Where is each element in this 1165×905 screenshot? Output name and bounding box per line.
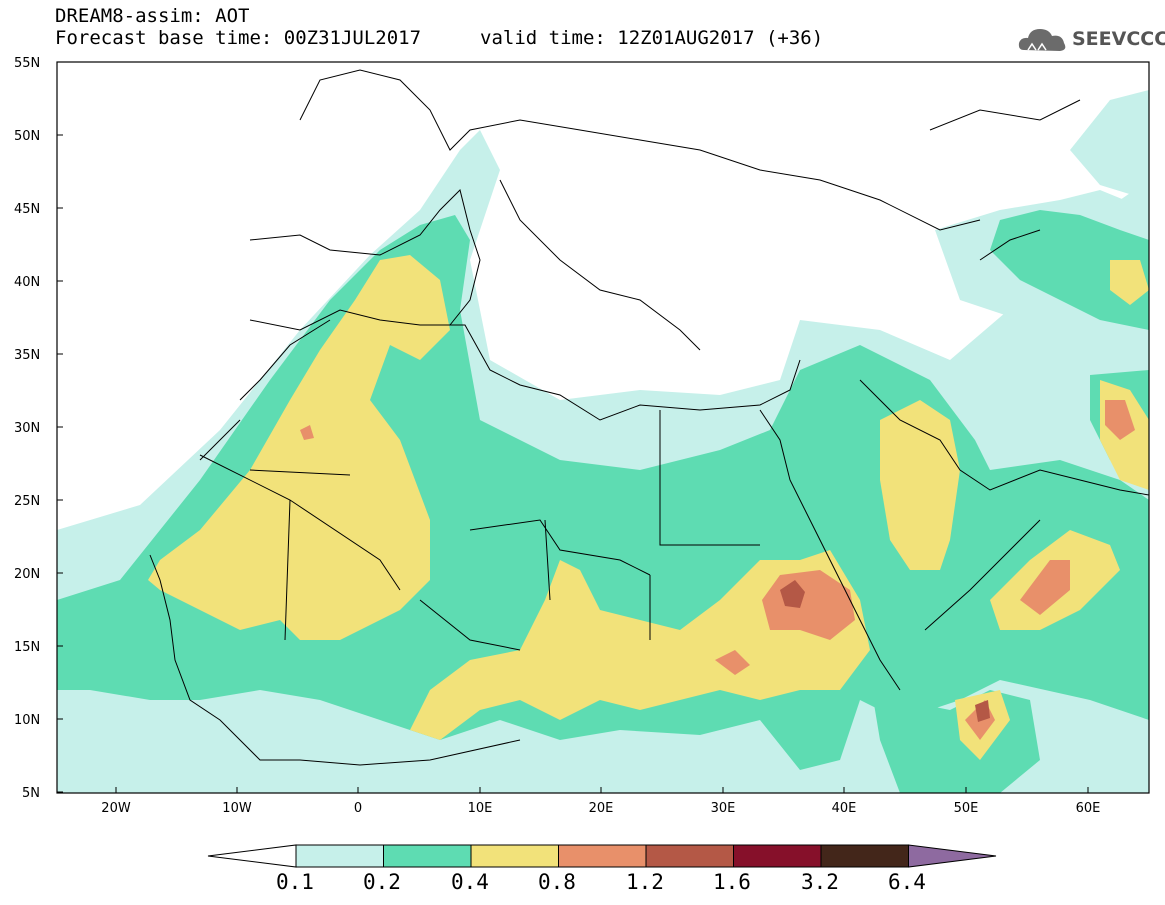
colorbar-bin xyxy=(645,844,734,868)
colorbar-label: 0.2 xyxy=(363,870,401,894)
colorbar-bin xyxy=(470,844,559,868)
colorbar-bin xyxy=(383,844,472,868)
lat-label: 35N xyxy=(14,348,40,363)
colorbar-under xyxy=(207,844,297,868)
valid-time: valid time: 12Z01AUG2017 (+36) xyxy=(480,27,824,49)
colorbar-label: 6.4 xyxy=(888,870,926,894)
lat-label: 20N xyxy=(14,567,40,582)
lat-label: 30N xyxy=(14,421,40,436)
lat-label: 40N xyxy=(14,275,40,290)
lat-label: 55N xyxy=(14,56,40,71)
seevccc-logo: SEEVCCC xyxy=(1018,24,1165,58)
cloud-icon xyxy=(1018,29,1066,51)
colorbar-bin xyxy=(733,844,822,868)
logo-text: SEEVCCC xyxy=(1072,28,1165,50)
lat-label: 50N xyxy=(14,129,40,144)
colorbar-label: 0.4 xyxy=(451,870,489,894)
lat-label: 10N xyxy=(14,713,40,728)
lon-label: 60E xyxy=(1076,801,1101,816)
lon-label: 20E xyxy=(589,801,614,816)
lon-label: 0 xyxy=(354,801,362,816)
lon-label: 10W xyxy=(222,801,252,816)
colorbar-bin xyxy=(558,844,647,868)
colorbar-label: 1.6 xyxy=(713,870,751,894)
country-borders xyxy=(149,69,1149,766)
lon-label: 10E xyxy=(468,801,493,816)
aot-level-1.2 xyxy=(780,580,990,722)
aot-level-0.4 xyxy=(148,255,1149,760)
colorbar-label: 0.1 xyxy=(276,870,314,894)
longitude-axis: 20W 10W 0 10E 20E 30E 40E 50E 60E xyxy=(101,787,1100,816)
colorbar-bin xyxy=(820,844,909,868)
lat-label: 25N xyxy=(14,494,40,509)
colorbar xyxy=(207,844,997,868)
lon-label: 20W xyxy=(101,801,131,816)
colorbar-bin xyxy=(295,844,384,868)
latitude-axis: 55N 50N 45N 40N 35N 30N 25N 20N 15N 10N … xyxy=(14,56,63,801)
lon-label: 40E xyxy=(832,801,857,816)
forecast-base-time: Forecast base time: 00Z31JUL2017 xyxy=(55,27,422,49)
lon-label: 50E xyxy=(954,801,979,816)
lat-label: 45N xyxy=(14,202,40,217)
colorbar-label: 1.2 xyxy=(626,870,664,894)
lat-label: 5N xyxy=(22,786,40,801)
colorbar-label: 0.8 xyxy=(538,870,576,894)
colorbar-over xyxy=(908,844,997,868)
lon-label: 30E xyxy=(711,801,736,816)
lat-label: 15N xyxy=(14,640,40,655)
colorbar-label: 3.2 xyxy=(801,870,839,894)
map-title: DREAM8-assim: AOT xyxy=(55,5,250,27)
